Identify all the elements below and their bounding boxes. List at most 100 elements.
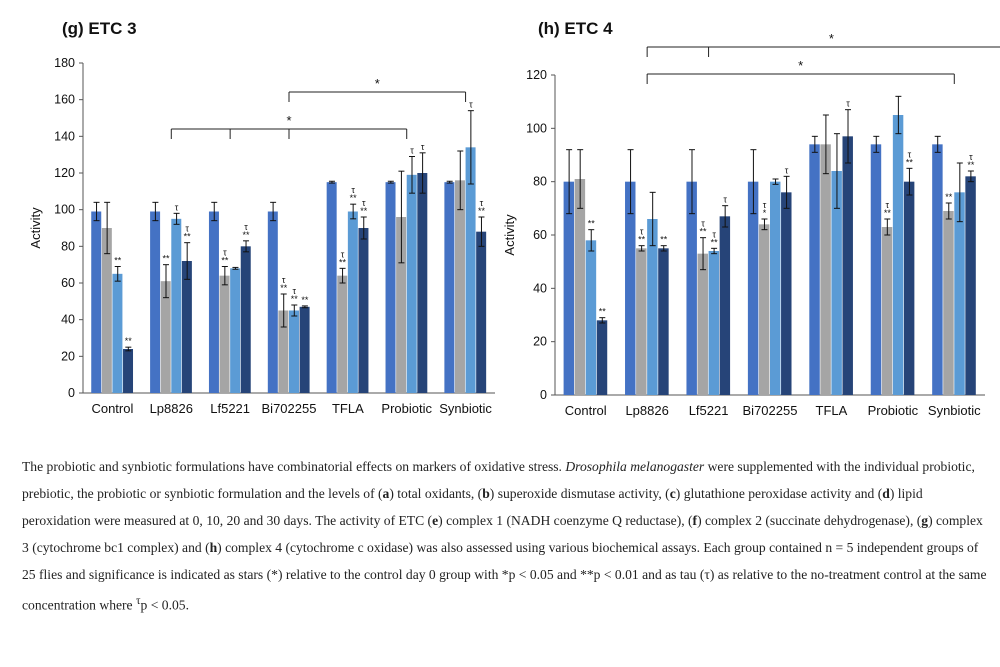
x-tick-label: Probiotic [868, 403, 919, 418]
bar [686, 181, 697, 395]
figure-caption: The probiotic and synbiotic formulations… [22, 453, 987, 619]
bar [820, 144, 831, 395]
bar [697, 253, 708, 395]
bar [476, 231, 487, 393]
chart-title: (g) ETC 3 [62, 19, 137, 38]
x-tick-label: Lf5221 [689, 403, 729, 418]
bar [954, 192, 965, 395]
bar [289, 310, 299, 393]
bar [219, 275, 230, 393]
significance-mark: ** [967, 160, 975, 170]
y-tick-label: 120 [54, 166, 75, 180]
significance-mark: ** [638, 235, 646, 245]
bar [903, 181, 915, 395]
significance-mark: τ [282, 275, 286, 285]
bar [278, 310, 289, 393]
significance-mark: τ [886, 200, 890, 210]
bar [719, 216, 731, 395]
significance-mark: ** [360, 206, 368, 216]
bar [160, 281, 171, 393]
caption-part: g [921, 513, 929, 528]
bracket-star: * [375, 76, 380, 91]
y-tick-label: 0 [540, 388, 547, 402]
bar [240, 246, 251, 393]
significance-mark: ** [221, 256, 229, 266]
x-tick-label: Synbiotic [928, 403, 981, 418]
bar [299, 306, 310, 393]
significance-mark: τ [763, 200, 767, 210]
bar [406, 174, 417, 393]
bar [465, 147, 476, 393]
bar [181, 261, 192, 393]
significance-mark: τ [480, 198, 484, 208]
x-tick-label: Lp8826 [150, 401, 193, 416]
significance-mark: ** [700, 227, 708, 237]
significance-mark: τ [723, 195, 727, 205]
y-tick-label: 180 [54, 56, 75, 70]
bar [123, 349, 134, 393]
bar [230, 268, 241, 393]
significance-mark: ** [162, 254, 170, 264]
bar [758, 224, 770, 395]
bar [326, 182, 337, 393]
bar [943, 211, 954, 395]
caption-text: The probiotic and synbiotic formulations… [22, 453, 987, 619]
significance-mark: ** [125, 336, 133, 346]
bar [417, 173, 428, 393]
bar [842, 136, 853, 396]
significance-mark: ** [945, 192, 953, 202]
significance-mark: τ [351, 185, 355, 195]
caption-part: τ [135, 595, 141, 607]
bar [870, 144, 882, 395]
significance-mark: τ [701, 219, 705, 229]
significance-mark: ** [243, 230, 251, 240]
caption-part: ) superoxide dismutase activity, ( [489, 486, 670, 501]
chart-panel-etc3: (g) ETC 3 Activity 0 20 40 60 80 100 120 140 160 18… [28, 19, 495, 416]
significance-mark: τ [640, 227, 644, 237]
significance-mark: ** [291, 294, 299, 304]
charts-figure: (g) ETC 3 Activity 0 20 40 60 80 100 120 140 160 18… [28, 19, 1000, 418]
bar [171, 218, 182, 393]
y-tick-label: 160 [54, 93, 75, 107]
bar [881, 227, 893, 395]
significance-mark: ** [599, 307, 607, 317]
significance-mark: τ [244, 222, 248, 232]
caption-part: ) complex 1 (NADH coenzyme Q reductase),… [438, 513, 693, 528]
x-tick-label: Probiotic [381, 401, 432, 416]
bar [809, 144, 820, 395]
caption-part: The probiotic and synbiotic formulations… [22, 459, 566, 474]
significance-mark: ** [280, 283, 288, 293]
bar [708, 251, 720, 395]
bar [563, 181, 575, 395]
significance-mark: ** [478, 206, 486, 216]
bar [831, 171, 842, 395]
significance-mark: τ [421, 142, 425, 152]
y-tick-label: 0 [68, 386, 75, 400]
bar [454, 180, 465, 393]
x-tick-label: Control [91, 401, 133, 416]
y-tick-label: 80 [61, 239, 75, 253]
bracket-star: * [798, 58, 803, 73]
caption-part: ) complex 4 (cytochrome c oxidase) was a… [22, 540, 987, 613]
bar [770, 181, 781, 395]
significance-mark: ** [339, 257, 347, 267]
bar [396, 217, 407, 393]
bar [208, 211, 219, 393]
caption-part: were supplemented with the individual pr… [22, 459, 975, 501]
caption-part: b [482, 486, 490, 501]
bar [596, 320, 608, 395]
x-tick-label: TFLA [816, 403, 848, 418]
bar [112, 273, 123, 393]
caption-part: p < 0.05. [140, 597, 189, 613]
bar [101, 228, 112, 393]
bar [150, 211, 161, 393]
caption-part: ) complex 2 (succinate dehydrogenase), ( [697, 513, 922, 528]
caption-part: d [882, 486, 890, 501]
significance-mark: τ [293, 286, 297, 296]
significance-mark: τ [341, 249, 345, 259]
y-tick-label: 20 [533, 335, 547, 349]
significance-mark: * [763, 208, 767, 218]
significance-mark: ** [711, 237, 719, 247]
x-tick-label: Control [565, 403, 607, 418]
